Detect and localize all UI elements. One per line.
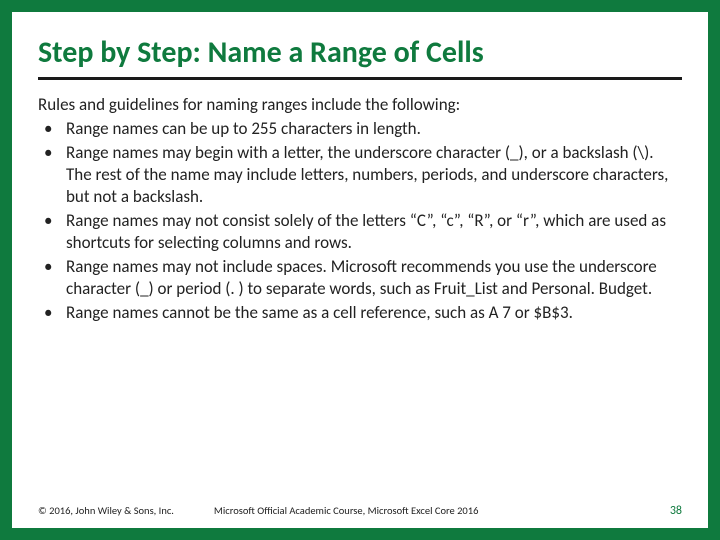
slide-footer: © 2016, John Wiley & Sons, Inc. Microsof… (38, 504, 682, 518)
bullet-list: Range names can be up to 255 characters … (38, 118, 682, 325)
slide-frame: Step by Step: Name a Range of Cells Rule… (0, 0, 720, 540)
slide-content: Step by Step: Name a Range of Cells Rule… (12, 12, 708, 324)
list-item: Range names may not include spaces. Micr… (38, 256, 682, 300)
footer-course: Microsoft Official Academic Course, Micr… (174, 504, 670, 517)
list-item: Range names can be up to 255 characters … (38, 118, 682, 140)
slide-title: Step by Step: Name a Range of Cells (38, 36, 682, 80)
list-item: Range names may not consist solely of th… (38, 210, 682, 254)
list-item: Range names may begin with a letter, the… (38, 142, 682, 208)
footer-page-number: 38 (670, 504, 682, 518)
intro-text: Rules and guidelines for naming ranges i… (38, 94, 682, 116)
footer-copyright: © 2016, John Wiley & Sons, Inc. (38, 504, 174, 517)
list-item: Range names cannot be the same as a cell… (38, 302, 682, 324)
